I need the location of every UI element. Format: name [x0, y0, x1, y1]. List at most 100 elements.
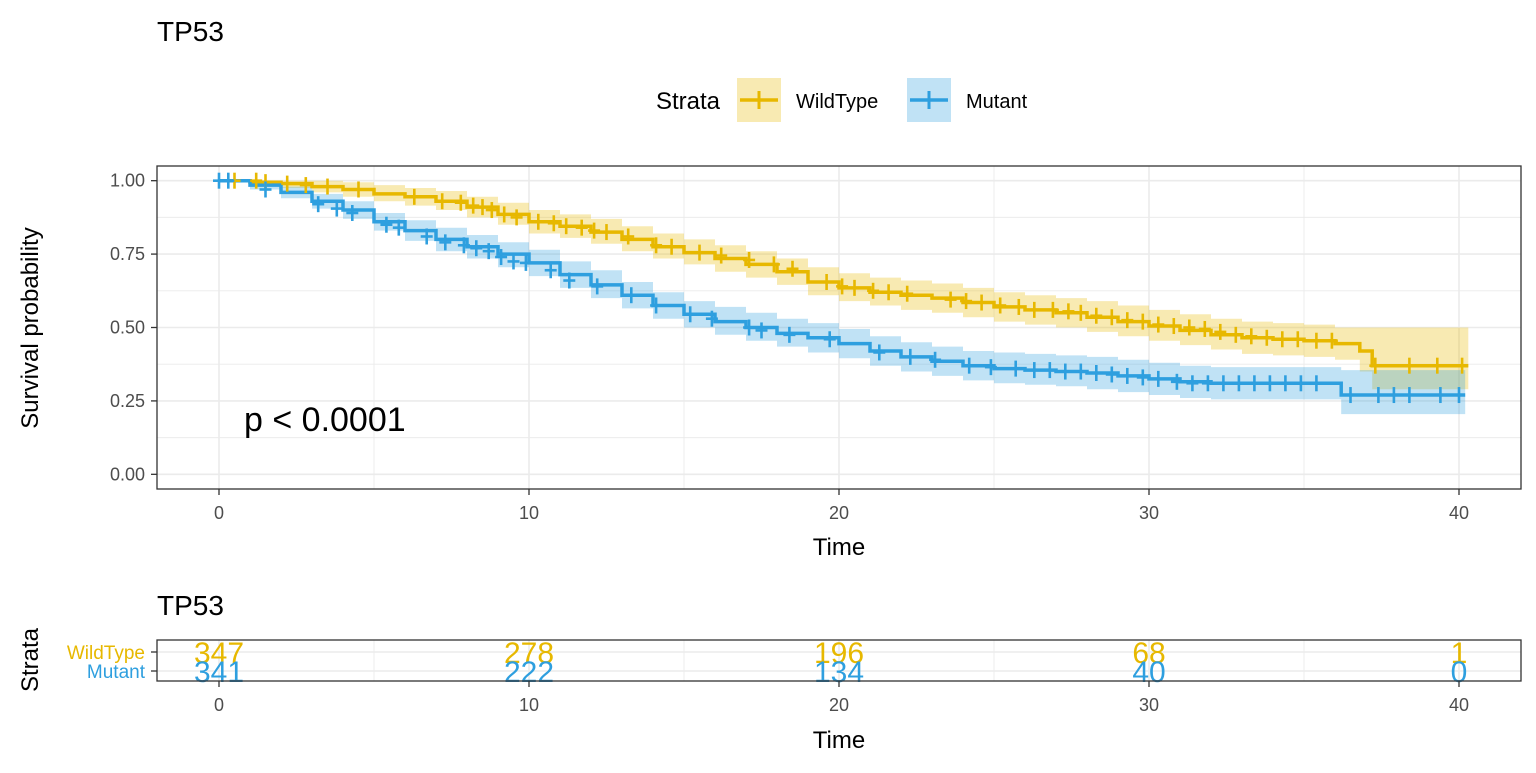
censor-mark-wildtype	[1105, 309, 1118, 326]
censor-mark-mutant	[1344, 387, 1357, 404]
censor-mark-wildtype	[575, 219, 588, 236]
censor-mark-wildtype	[1121, 312, 1134, 329]
censor-mark-wildtype	[1260, 329, 1273, 346]
censor-mark-wildtype	[1167, 318, 1180, 335]
censor-mark-mutant	[482, 243, 495, 260]
censor-mark-mutant	[1403, 387, 1416, 404]
censor-mark-wildtype	[944, 291, 957, 308]
censor-mark-wildtype	[1245, 328, 1258, 345]
censor-mark-mutant	[346, 204, 359, 221]
km-curve-mutant	[219, 178, 1466, 397]
km-y-tick-label: 0.50	[110, 318, 145, 338]
censor-mark-mutant	[783, 326, 796, 343]
censor-mark-wildtype	[1325, 332, 1338, 349]
risk-value-wildtype: 68	[1132, 637, 1165, 670]
censor-mark-mutant	[1043, 362, 1056, 379]
censor-mark-mutant	[1170, 373, 1183, 390]
censor-mark-wildtype	[1062, 303, 1075, 320]
km-x-tick-label: 0	[214, 503, 224, 523]
censor-mark-wildtype	[321, 178, 334, 195]
risk-value-wildtype: 278	[504, 637, 554, 670]
censor-mark-mutant	[1232, 375, 1245, 392]
censor-mark-mutant	[1059, 363, 1072, 380]
censor-mark-wildtype	[994, 297, 1007, 314]
censor-mark-mutant	[1136, 369, 1149, 386]
km-x-tick-label: 10	[519, 503, 539, 523]
censor-mark-wildtype	[848, 279, 861, 296]
censor-mark-mutant	[259, 181, 272, 198]
risk-x-tick-label: 20	[829, 695, 849, 715]
censor-mark-wildtype	[715, 247, 728, 264]
censor-mark-mutant	[1105, 366, 1118, 383]
censor-mark-wildtype	[547, 215, 560, 232]
censor-mark-mutant	[705, 310, 718, 327]
censor-mark-wildtype	[882, 284, 895, 301]
censor-mark-wildtype	[476, 199, 489, 216]
censor-mark-wildtype	[960, 293, 973, 310]
censor-mark-mutant	[929, 351, 942, 368]
censor-mark-mutant	[1121, 367, 1134, 384]
censor-mark-mutant	[312, 196, 325, 213]
km-y-tick-label: 0.25	[110, 391, 145, 411]
censor-mark-wildtype	[836, 278, 849, 295]
km-x-tick-label: 20	[829, 503, 849, 523]
censor-mark-wildtype	[1369, 357, 1382, 374]
censor-mark-wildtype	[1431, 357, 1444, 374]
risk-table-x-axis-label: Time	[813, 727, 865, 754]
censor-mark-mutant	[1152, 370, 1165, 387]
censor-mark-wildtype	[743, 251, 756, 268]
censor-mark-mutant	[963, 357, 976, 374]
censor-mark-wildtype	[867, 282, 880, 299]
censor-mark-wildtype	[693, 244, 706, 261]
km-x-tick-label: 40	[1449, 503, 1469, 523]
censor-mark-mutant	[1201, 375, 1214, 392]
censor-mark-mutant	[873, 344, 886, 361]
km-axes: 0 10 20 30 40 0.00 0.25 0.50 0.75 1.00	[110, 171, 1469, 523]
censor-mark-mutant	[591, 278, 604, 295]
censor-mark-wildtype	[1074, 304, 1087, 321]
censor-mark-mutant	[380, 216, 393, 233]
censor-mark-mutant	[1074, 363, 1087, 380]
censor-mark-mutant	[544, 262, 557, 279]
table-title: TP53	[157, 590, 224, 621]
risk-x-tick-label: 10	[519, 695, 539, 715]
censor-mark-wildtype	[1136, 313, 1149, 330]
censor-mark-wildtype	[1310, 332, 1323, 349]
censor-mark-wildtype	[1183, 319, 1196, 336]
censor-mark-mutant	[1028, 362, 1041, 379]
censor-mark-wildtype	[1403, 357, 1416, 374]
censor-mark-wildtype	[467, 197, 480, 214]
censor-mark-wildtype	[1229, 326, 1242, 343]
legend-label-wildtype: WildType	[796, 91, 878, 113]
censor-mark-mutant	[755, 322, 768, 339]
censor-mark-mutant	[1387, 387, 1400, 404]
censor-mark-mutant	[650, 297, 663, 314]
censor-mark-mutant	[495, 249, 508, 266]
censor-mark-mutant	[563, 272, 576, 289]
risk-value-wildtype: 347	[194, 637, 244, 670]
censor-mark-mutant	[420, 228, 433, 245]
censor-mark-wildtype	[1028, 301, 1041, 318]
censor-mark-mutant	[222, 172, 235, 189]
censor-mark-wildtype	[786, 260, 799, 277]
censor-mark-mutant	[1217, 375, 1230, 392]
censor-mark-mutant	[1310, 375, 1323, 392]
censor-mark-wildtype	[560, 218, 573, 235]
censor-mark-mutant	[1090, 365, 1103, 382]
risk-x-tick-label: 0	[214, 695, 224, 715]
censor-mark-mutant	[684, 306, 697, 323]
censor-mark-wildtype	[1276, 331, 1289, 348]
risk-x-tick-label: 40	[1449, 695, 1469, 715]
censor-mark-mutant	[1279, 375, 1292, 392]
risk-table-gridlines	[157, 640, 1521, 681]
censor-mark-mutant	[507, 253, 520, 270]
legend: Strata WildType Mutant	[656, 78, 1028, 122]
censor-mark-wildtype	[408, 188, 421, 205]
censor-mark-wildtype	[1012, 298, 1025, 315]
km-y-axis-label: Survival probability	[17, 227, 44, 428]
km-x-tick-label: 30	[1139, 503, 1159, 523]
censor-mark-mutant	[1263, 375, 1276, 392]
censor-mark-mutant	[330, 200, 343, 217]
